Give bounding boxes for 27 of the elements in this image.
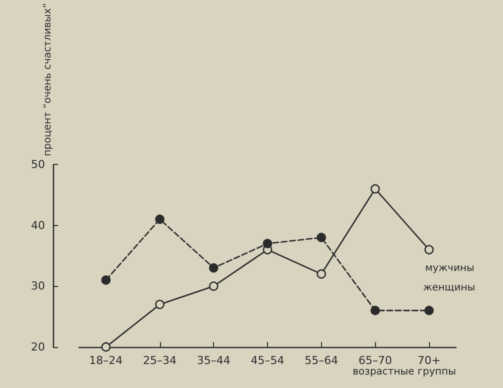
point bbox=[155, 300, 164, 310]
series-label: мужчины bbox=[425, 262, 474, 274]
x-tick-label: 55–64 bbox=[304, 354, 338, 367]
point bbox=[424, 245, 434, 254]
y-tick-label: 30 bbox=[31, 280, 45, 293]
point bbox=[370, 306, 380, 316]
x-tick-label: 65–70 bbox=[358, 354, 392, 367]
point bbox=[209, 282, 218, 291]
x-tick-label: 25–34 bbox=[143, 354, 177, 367]
y-tick-label: 50 bbox=[31, 158, 45, 172]
point bbox=[209, 263, 218, 273]
x-tick-label: 18–24 bbox=[89, 354, 123, 367]
y-tick-label: 40 bbox=[31, 218, 45, 232]
series-label: женщины bbox=[423, 282, 476, 294]
x-tick-label: 45–54 bbox=[250, 354, 284, 367]
point bbox=[155, 214, 164, 224]
x-tick-label: 35–44 bbox=[196, 354, 230, 367]
x-axis-title: возрастные группы bbox=[352, 366, 456, 378]
point bbox=[316, 232, 326, 242]
point bbox=[424, 306, 434, 316]
y-tick-label: 20 bbox=[31, 340, 45, 354]
point bbox=[262, 238, 272, 248]
point bbox=[101, 275, 111, 285]
y-axis-title: процент “очень счастливых” bbox=[42, 3, 54, 156]
x-tick-label: 70+ bbox=[417, 354, 441, 367]
point bbox=[316, 269, 326, 279]
point bbox=[370, 184, 380, 194]
